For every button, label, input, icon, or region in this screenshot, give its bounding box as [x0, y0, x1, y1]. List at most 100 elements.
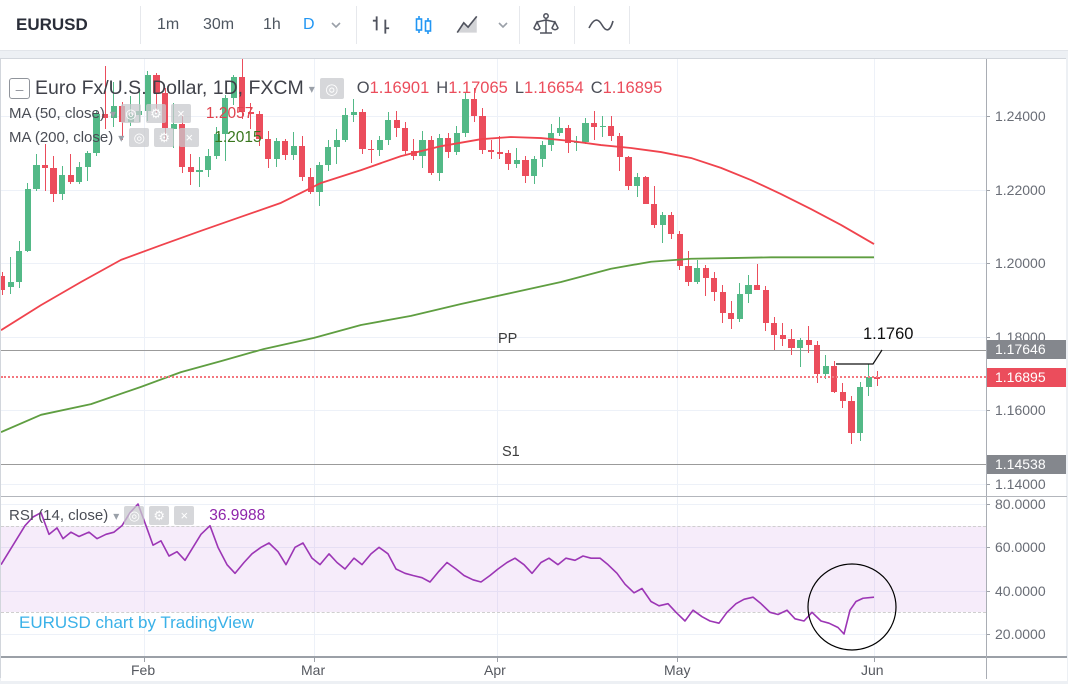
candle: [325, 146, 332, 166]
candle-wick: [353, 99, 355, 122]
candle: [204, 155, 212, 171]
ma50-label[interactable]: MA (50, close): [9, 105, 105, 122]
price-tick: [986, 484, 990, 485]
annotation-pointer-line: [836, 349, 883, 365]
candle: [419, 139, 426, 157]
candle: [290, 146, 297, 155]
chart-title[interactable]: Euro Fx/U.S. Dollar, 1D, FXCM: [35, 77, 304, 99]
time-tick: [677, 658, 678, 662]
interval-1m[interactable]: 1m: [157, 16, 180, 33]
compare-scales-icon[interactable]: [530, 0, 562, 50]
candle: [608, 125, 615, 137]
time-axis[interactable]: Feb Mar Apr May Jun: [1, 656, 1067, 681]
candle: [505, 152, 512, 164]
interval-daily[interactable]: D: [303, 16, 315, 33]
candle: [410, 150, 418, 157]
interval-chevron-down-icon[interactable]: [328, 0, 344, 50]
chart-panel: – Euro Fx/U.S. Dollar, 1D, FXCM ▾ ◎ O1.1…: [0, 58, 1067, 681]
axis-separator: [986, 59, 987, 679]
candle: [50, 167, 57, 194]
pane-separator[interactable]: [1, 496, 1067, 497]
ma50-chevron-down-icon[interactable]: ▾: [109, 106, 116, 121]
plot-area[interactable]: – Euro Fx/U.S. Dollar, 1D, FXCM ▾ ◎ O1.1…: [1, 59, 986, 656]
candle: [93, 114, 100, 154]
time-tick-label: Jun: [861, 662, 884, 678]
time-tick-label: Mar: [301, 662, 326, 678]
candle-wick: [113, 81, 115, 127]
rsi-tick-label: 20.0000: [995, 626, 1046, 642]
candle: [599, 125, 606, 128]
last-price-line: [1, 376, 986, 379]
candle: [376, 140, 383, 151]
candles-icon[interactable]: [412, 0, 436, 50]
close-icon[interactable]: ×: [174, 506, 195, 525]
eye-icon[interactable]: ◎: [129, 128, 150, 147]
gear-icon[interactable]: ⚙: [145, 104, 166, 123]
gear-icon[interactable]: ⚙: [154, 128, 175, 147]
collapse-legend-icon[interactable]: –: [9, 78, 30, 99]
candle: [110, 106, 117, 118]
price-target-annotation[interactable]: 1.1760: [863, 325, 914, 343]
candle: [402, 128, 409, 151]
candle: [239, 76, 246, 113]
rsi-label[interactable]: RSI (14, close): [9, 507, 109, 524]
time-tick-label: Feb: [131, 662, 156, 678]
candle: [316, 165, 323, 192]
eye-icon[interactable]: ◎: [124, 506, 145, 525]
candle: [625, 157, 632, 187]
rsi-tick-label: 40.0000: [995, 582, 1046, 599]
time-tick: [144, 658, 145, 662]
eye-icon[interactable]: ◎: [120, 104, 141, 123]
candle-wick: [44, 144, 46, 192]
close-icon[interactable]: ×: [170, 104, 191, 123]
candle-wick: [10, 256, 12, 295]
candle: [745, 284, 752, 295]
interval-30m[interactable]: 30m: [203, 16, 235, 33]
style-chevron-down-icon[interactable]: [495, 0, 511, 50]
candle: [41, 165, 49, 168]
candle: [342, 114, 349, 140]
candle: [256, 113, 263, 140]
candle: [668, 215, 675, 235]
area-chart-icon[interactable]: [453, 0, 481, 50]
candle: [16, 251, 23, 283]
title-chevron-down-icon[interactable]: ▾: [308, 81, 315, 96]
price-tick-label: 1.24000: [995, 108, 1046, 124]
candle-wick: [370, 140, 372, 163]
gear-icon[interactable]: ⚙: [149, 506, 170, 525]
ma200-label[interactable]: MA (200, close): [9, 129, 114, 146]
candle: [24, 188, 31, 252]
candle: [848, 401, 855, 434]
close-value: 1.16895: [602, 79, 663, 97]
candle: [857, 387, 864, 434]
rsi-tick: [986, 590, 990, 592]
ma200-line: [1, 256, 874, 433]
close-icon[interactable]: ×: [179, 128, 200, 147]
candle: [196, 170, 203, 173]
candle: [33, 165, 40, 189]
candle: [719, 291, 726, 314]
eye-icon[interactable]: ◎: [319, 78, 344, 99]
candle: [436, 138, 443, 174]
candle: [1, 275, 6, 291]
interval-1h[interactable]: 1h: [263, 16, 281, 33]
ma200-chevron-down-icon[interactable]: ▾: [118, 130, 125, 145]
ma200-value: 1.2015: [214, 128, 262, 146]
line-style-icon[interactable]: [586, 0, 616, 50]
candle: [779, 334, 786, 339]
candle-wick: [516, 148, 518, 168]
candle: [222, 97, 229, 135]
candle: [728, 313, 735, 319]
symbol-label[interactable]: EURUSD: [16, 15, 88, 34]
candle: [170, 124, 177, 129]
price-axis[interactable]: 1.24000 1.22000 1.20000 1.18000 1.16000 1.140…: [986, 59, 1066, 656]
price-axis-badge: 1.16895: [986, 367, 1066, 387]
candle: [479, 115, 486, 151]
chart-toolbar: EURUSD 1m 30m 1h D: [0, 0, 1068, 51]
ohlc-bars-icon[interactable]: [368, 0, 394, 50]
candle: [805, 340, 812, 345]
candle: [513, 160, 520, 164]
candle: [754, 284, 761, 291]
candle: [530, 159, 538, 176]
rsi-chevron-down-icon[interactable]: ▾: [113, 508, 120, 523]
